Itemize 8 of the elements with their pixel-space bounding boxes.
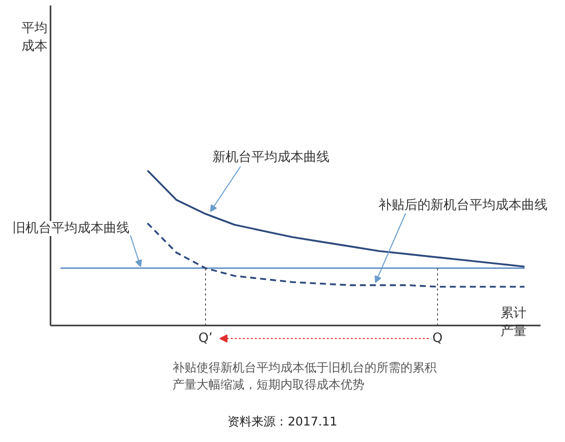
text: 旧机台平均成本曲线 xyxy=(12,221,130,236)
x-tick-label: Q’ xyxy=(198,331,213,346)
text: 补贴后的新机台平均成本曲线 xyxy=(378,198,548,213)
text: 资料来源：2017.11 xyxy=(228,414,338,428)
text: 平均成本 xyxy=(22,21,48,54)
text: 补贴使得新机台平均成本低于旧机台的所需的累积产量大幅缩减，短期内取得成本优势 xyxy=(172,360,436,392)
x-tick-label: Q xyxy=(432,331,443,346)
text: 新机台平均成本曲线 xyxy=(212,150,330,165)
